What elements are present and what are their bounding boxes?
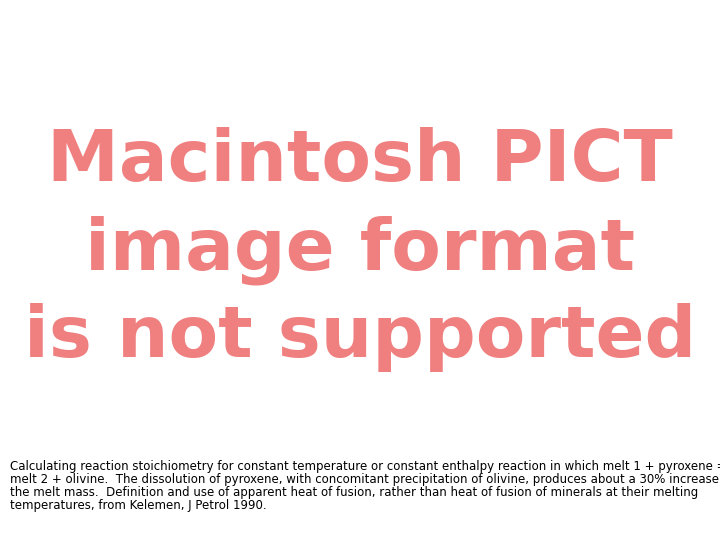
- Text: is not supported: is not supported: [24, 303, 696, 373]
- Text: Calculating reaction stoichiometry for constant temperature or constant enthalpy: Calculating reaction stoichiometry for c…: [10, 460, 720, 473]
- Text: image format: image format: [85, 215, 635, 285]
- Text: melt 2 + olivine.  The dissolution of pyroxene, with concomitant precipitation o: melt 2 + olivine. The dissolution of pyr…: [10, 473, 720, 486]
- Text: temperatures, from Kelemen, J Petrol 1990.: temperatures, from Kelemen, J Petrol 199…: [10, 499, 266, 512]
- Text: Macintosh PICT: Macintosh PICT: [47, 127, 673, 197]
- Text: the melt mass.  Definition and use of apparent heat of fusion, rather than heat : the melt mass. Definition and use of app…: [10, 486, 698, 499]
